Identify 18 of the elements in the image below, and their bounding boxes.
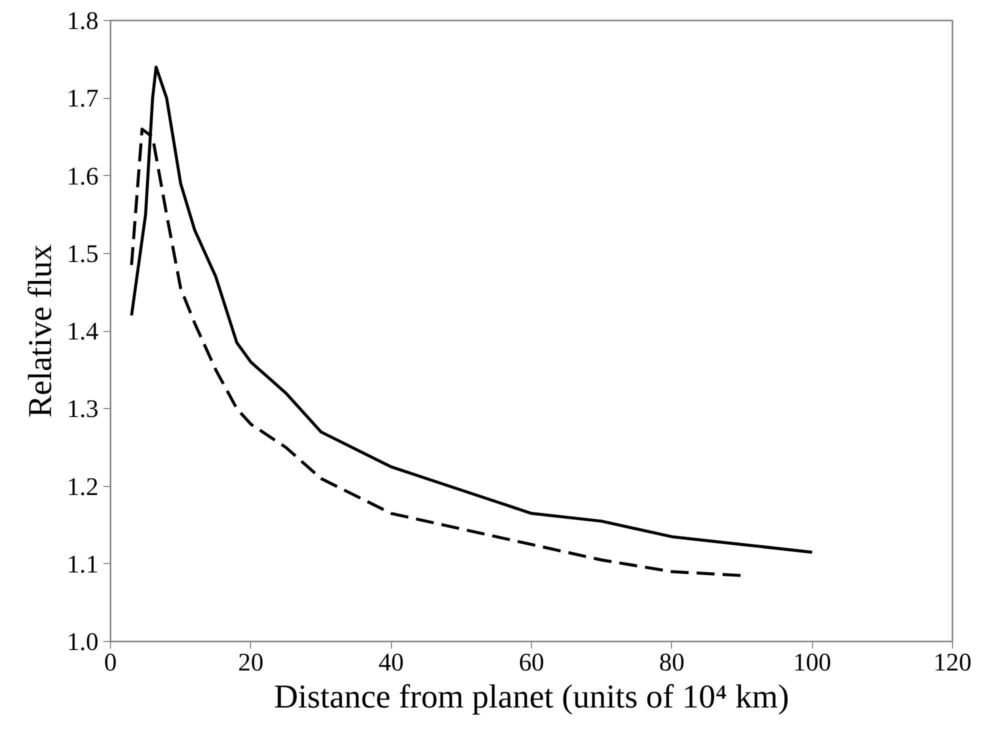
y-axis-title: Relative flux	[22, 244, 59, 418]
x-tick-label: 40	[378, 648, 404, 676]
x-tick-label: 100	[793, 648, 832, 676]
y-tick-label: 1.8	[66, 7, 99, 35]
x-tick-label: 80	[659, 648, 684, 676]
y-tick-label: 1.0	[66, 628, 99, 656]
y-tick-label: 1.2	[66, 472, 99, 501]
y-tick-label: 1.4	[66, 318, 99, 346]
x-tick-label: 60	[518, 648, 544, 676]
y-tick-label: 1.1	[66, 550, 99, 578]
y-tick-label: 1.3	[66, 395, 99, 424]
x-tick-label: 20	[238, 648, 264, 676]
y-tick-label: 1.6	[66, 162, 99, 190]
x-axis-title: Distance from planet (units of 10⁴ km)	[274, 678, 790, 716]
x-tick-label: 120	[934, 648, 972, 676]
y-tick-label: 1.5	[66, 240, 99, 268]
x-tick-label: 0	[104, 648, 117, 676]
y-tick-label: 1.7	[66, 84, 99, 113]
